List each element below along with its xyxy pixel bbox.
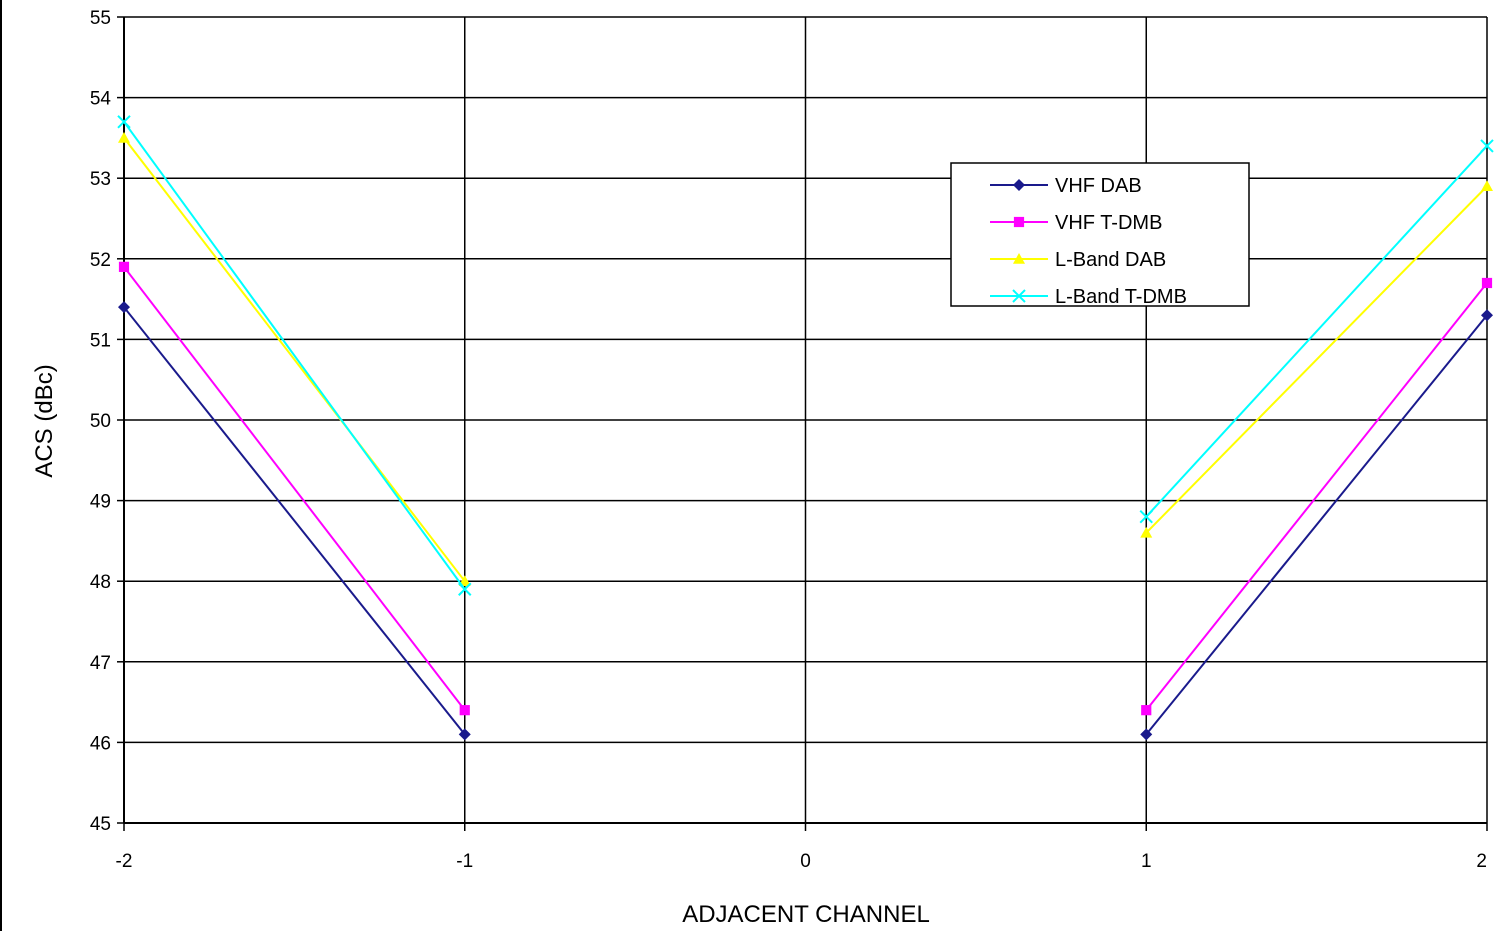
x-tick-label: -2 [116,851,133,872]
legend-label: L-Band DAB [1055,249,1166,271]
data-point-diamond [458,728,471,741]
series-lines [117,115,1494,741]
data-point-x-stroke [1480,139,1494,153]
data-point-x [1012,289,1026,303]
x-tick-label: 0 [800,851,811,872]
series-vhf-dab [118,301,1493,741]
axes: 45 46 47 48 49 50 51 52 53 54 55 -2 -1 0 1 2 [90,8,1488,872]
y-tick-label: 47 [90,653,111,674]
legend-box [950,162,1250,307]
data-point-square [1481,277,1493,289]
y-axis-title: ACS (dBc) [31,364,58,477]
legend-item: VHF T-DMB [990,212,1162,234]
data-point-x [458,582,472,596]
data-point-triangle [1013,253,1025,264]
data-point-square [1141,705,1152,716]
y-tick-label: 52 [90,250,111,271]
data-point-square [118,261,130,272]
x-axis-title: ADJACENT CHANNEL [682,901,930,928]
legend-item: VHF DAB [990,175,1142,197]
data-point-triangle [458,575,471,586]
data-point-diamond [1481,309,1493,322]
y-tick-label: 55 [90,8,111,29]
series-line [123,121,466,590]
x-tick-label: 1 [1141,851,1152,872]
y-tick-label: 49 [90,492,111,513]
legend-item: L-Band T-DMB [990,286,1187,308]
data-point-x-stroke [117,115,131,129]
series-line [1145,145,1488,518]
data-point-x [117,115,131,129]
data-point-diamond [1013,179,1025,191]
data-point-triangle [118,131,130,143]
series-line [123,137,466,582]
data-point-x-stroke [1139,510,1153,524]
series-line [1145,282,1488,711]
legend-item: L-Band DAB [990,249,1166,271]
data-point-x [1480,139,1494,153]
series-line [123,306,466,735]
legend-label: VHF T-DMB [1055,212,1162,234]
series-line [1145,314,1488,735]
legend: VHF DAB VHF T-DMB L-Band DAB L-Band T-DMB [950,162,1250,308]
data-point-diamond [1140,728,1153,741]
series-l-band-t-dmb [117,115,1494,596]
y-tick-label: 53 [90,169,111,190]
data-point-triangle [1481,180,1493,192]
series-line [123,266,466,711]
data-point-square [1013,216,1025,228]
y-tick-label: 45 [90,814,111,835]
data-point-triangle [1140,526,1153,538]
data-point-square [459,705,470,716]
y-tick-label: 50 [90,411,111,432]
series-vhf-t-dmb [118,261,1493,716]
y-tick-label: 48 [90,572,111,593]
y-tick-label: 46 [90,733,111,754]
data-point-diamond [118,301,130,314]
data-point-x-stroke [458,582,472,596]
data-point-x [1139,510,1153,524]
gridlines [123,16,1488,824]
series-l-band-dab [118,131,1493,586]
y-tick-label: 54 [90,89,112,110]
x-tick-label: 2 [1476,851,1487,872]
legend-label: L-Band T-DMB [1055,286,1187,308]
series-line [1145,185,1488,534]
y-tick-label: 51 [90,330,111,351]
legend-label: VHF DAB [1055,175,1142,197]
x-tick-label: -1 [456,851,473,872]
data-point-x-stroke [1012,289,1026,303]
